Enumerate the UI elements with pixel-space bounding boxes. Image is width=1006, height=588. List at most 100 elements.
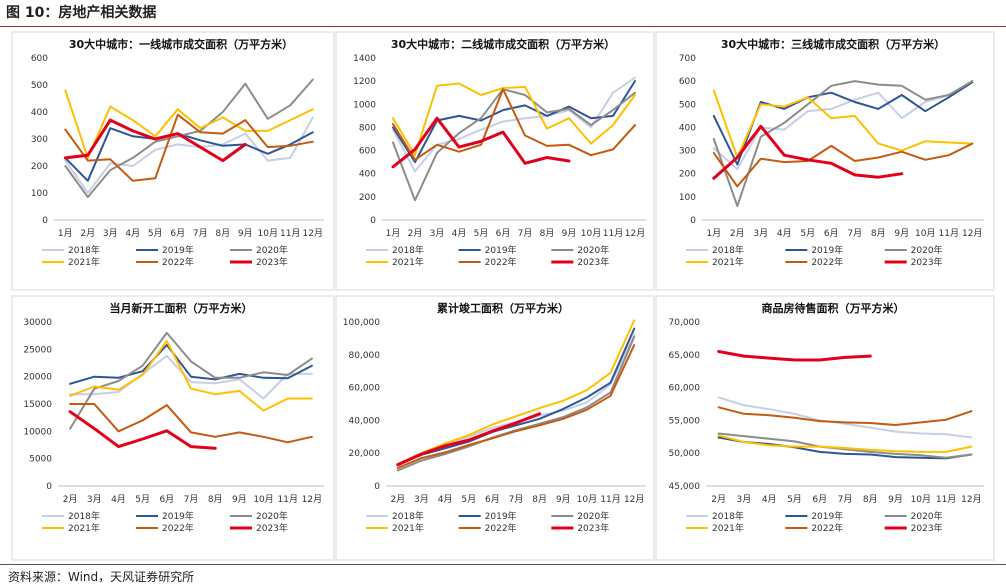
y-tick-label: 200	[31, 162, 48, 172]
y-tick-label: 600	[679, 77, 696, 87]
x-tick-label: 2月	[711, 494, 726, 505]
legend-label: 2018年	[712, 244, 744, 256]
y-tick-label: 25000	[23, 345, 52, 355]
legend-label: 2020年	[577, 510, 609, 522]
chart-1: 30大中城市：一线城市成交面积（万平方米） 0 100 200 300 400 500 600…	[11, 31, 335, 291]
chart-title: 当月新开工面积（万平方米）	[110, 301, 253, 315]
y-tick-label: 200	[359, 193, 376, 203]
x-tick-label: 1月	[58, 228, 73, 239]
x-tick-label: 2月	[408, 228, 423, 239]
y-tick-label: 60,000	[669, 384, 701, 394]
x-tick-label: 7月	[509, 494, 524, 505]
x-tick-label: 7月	[847, 228, 862, 239]
y-tick-label: 400	[359, 170, 376, 180]
series-line-2021	[712, 89, 974, 159]
x-tick-label: 2月	[730, 228, 745, 239]
legend-label: 2021年	[68, 522, 100, 534]
x-tick-label: 12月	[303, 228, 323, 239]
chart-border	[11, 295, 335, 561]
x-tick-label: 5月	[474, 228, 489, 239]
series-line-2021	[717, 434, 973, 453]
legend-label: 2022年	[162, 256, 194, 268]
chart-border	[655, 295, 995, 561]
x-tick-label: 11月	[939, 228, 959, 239]
series-line-2020	[717, 432, 973, 459]
x-tick-label: 10月	[581, 228, 601, 239]
y-tick-label: 1000	[353, 100, 376, 110]
x-tick-label: 5月	[800, 228, 815, 239]
series-line-2023	[717, 350, 872, 362]
legend-label: 2023年	[256, 522, 288, 534]
x-tick-label: 8月	[540, 228, 555, 239]
y-tick-label: 0	[690, 216, 696, 226]
y-tick-label: 20,000	[349, 449, 381, 459]
bottom-rule	[0, 564, 1006, 565]
series-line-2022	[396, 344, 636, 469]
series-line-2022	[69, 403, 313, 444]
legend-label: 2022年	[485, 522, 517, 534]
y-tick-label: 100,000	[343, 318, 380, 328]
chart-title: 累计竣工面积（万平方米）	[437, 301, 569, 315]
legend-label: 2020年	[577, 244, 609, 256]
y-tick-label: 300	[679, 147, 696, 157]
series-line-2021	[64, 89, 314, 159]
chart-5: 累计竣工面积（万平方米） 0 20,000 40,000 60,000 80,000 100…	[335, 295, 655, 561]
chart-border	[335, 31, 655, 291]
y-tick-label: 400	[679, 123, 696, 133]
x-tick-label: 9月	[894, 228, 909, 239]
x-tick-label: 7月	[193, 228, 208, 239]
chart-6: 商品房待售面积（万平方米） 45,000 50,000 55,000 60,000 65,…	[655, 295, 995, 561]
legend-label: 2020年	[911, 244, 943, 256]
series-line-2021	[392, 82, 636, 157]
legend-label: 2021年	[68, 256, 100, 268]
y-tick-label: 50,000	[669, 449, 701, 459]
chart-border	[655, 31, 995, 291]
legend-label: 2019年	[162, 244, 194, 256]
x-tick-label: 9月	[556, 494, 571, 505]
y-tick-label: 65,000	[669, 351, 701, 361]
legend-label: 2020年	[256, 244, 288, 256]
y-tick-label: 300	[31, 135, 48, 145]
legend-label: 2023年	[256, 256, 288, 268]
x-tick-label: 4月	[777, 228, 792, 239]
series-line-2019	[69, 344, 313, 385]
y-tick-label: 600	[31, 54, 48, 64]
series-line-2020	[392, 88, 636, 202]
series-line-2023	[63, 118, 247, 163]
x-tick-label: 5月	[135, 494, 150, 505]
x-tick-label: 12月	[961, 494, 981, 505]
series-line-2018	[69, 354, 313, 400]
series-line-2019	[64, 127, 314, 182]
legend-label: 2019年	[485, 510, 517, 522]
legend-label: 2019年	[811, 510, 843, 522]
series-line-2018	[717, 396, 973, 439]
x-tick-label: 1月	[706, 228, 721, 239]
legend-label: 2021年	[712, 522, 744, 534]
legend-label: 2021年	[392, 522, 424, 534]
legend-label: 2021年	[392, 256, 424, 268]
x-tick-label: 11月	[600, 494, 620, 505]
x-tick-label: 8月	[532, 494, 547, 505]
legend-label: 2020年	[911, 510, 943, 522]
series-line-2019	[392, 80, 636, 164]
legend-label: 2022年	[811, 522, 843, 534]
y-tick-label: 55,000	[669, 416, 701, 426]
x-tick-label: 8月	[871, 228, 886, 239]
x-tick-label: 12月	[302, 494, 322, 505]
y-tick-label: 500	[31, 81, 48, 91]
legend-label: 2019年	[811, 244, 843, 256]
y-tick-label: 400	[31, 108, 48, 118]
x-tick-label: 7月	[184, 494, 199, 505]
x-tick-label: 2月	[390, 494, 405, 505]
x-tick-label: 4月	[111, 494, 126, 505]
x-tick-label: 2月	[63, 494, 78, 505]
chart-title: 30大中城市：一线城市成交面积（万平方米）	[69, 37, 293, 51]
x-tick-label: 10月	[915, 228, 935, 239]
figure-title: 图 10：房地产相关数据	[6, 5, 157, 21]
x-tick-label: 10月	[911, 494, 931, 505]
series-line-2022	[717, 406, 973, 426]
legend-label: 2018年	[392, 510, 424, 522]
x-tick-label: 5月	[148, 228, 163, 239]
y-tick-label: 1400	[353, 54, 376, 64]
chart-4: 当月新开工面积（万平方米） 0 5000 10000 15000 20000 25000 30…	[11, 295, 335, 561]
